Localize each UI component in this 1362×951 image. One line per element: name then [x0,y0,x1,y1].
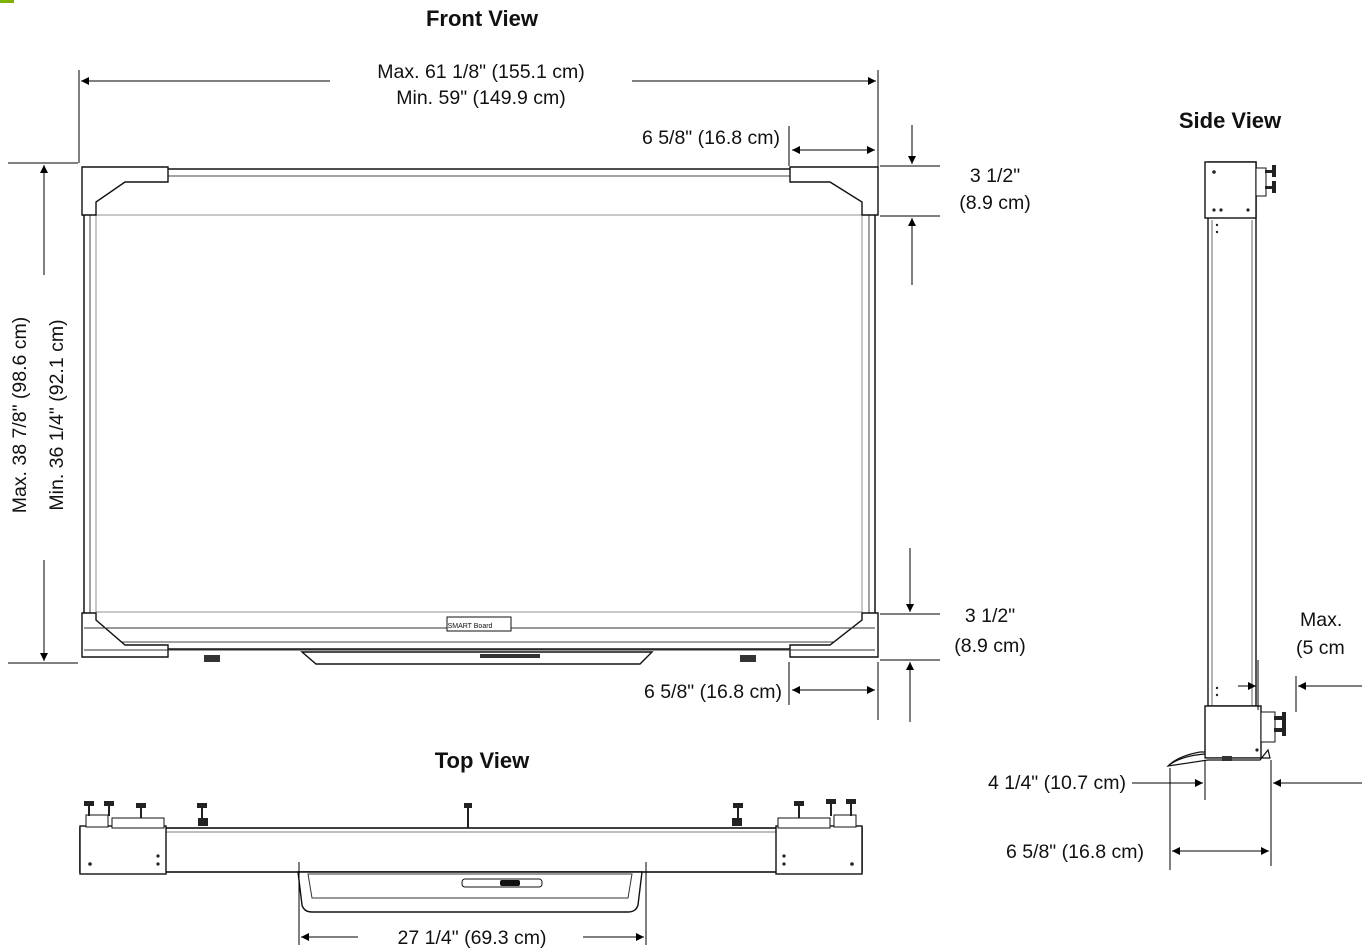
corner-mark [0,0,14,3]
front-view-title: Front View [426,6,539,31]
board-logo: SMART Board [448,623,493,630]
width-max-label: Max. 61 1/8" (155.1 cm) [377,61,584,83]
height-max-label: Max. 38 7/8" (98.6 cm) [9,317,31,514]
side-depth-lower-label: 6 5/8" (16.8 cm) [1006,841,1144,863]
height-min-label: Min. 36 1/4" (92.1 cm) [46,319,68,510]
bottom-corner-height-label-1: 3 1/2" [965,605,1015,627]
top-corner-width-label: 6 5/8" (16.8 cm) [642,127,780,149]
top-corner-height-label-1: 3 1/2" [970,165,1020,187]
front-board: SMART Board [81,166,879,665]
bottom-corner-width-label: 6 5/8" (16.8 cm) [644,681,782,703]
top-corner-height-label-2: (8.9 cm) [959,192,1031,214]
side-max-label-1: Max. [1300,609,1342,631]
width-min-label: Min. 59" (149.9 cm) [396,87,565,109]
bottom-corner-height-label-2: (8.9 cm) [954,635,1026,657]
side-board [1166,161,1286,767]
side-view-title: Side View [1179,108,1282,133]
top-board [79,799,863,913]
top-view-title: Top View [435,748,530,773]
tray-width-label: 27 1/4" (69.3 cm) [398,927,547,949]
side-max-label-2: (5 cm [1296,637,1345,659]
side-depth-upper-label: 4 1/4" (10.7 cm) [988,772,1126,794]
